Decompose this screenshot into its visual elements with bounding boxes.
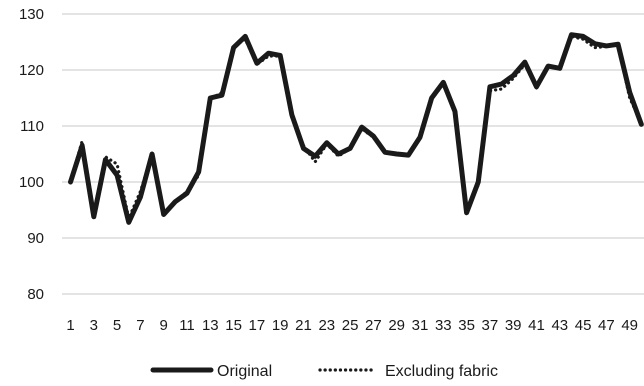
x-tick-label: 21: [295, 317, 312, 334]
x-tick-label: 25: [342, 317, 359, 334]
y-tick-label: 120: [19, 62, 44, 79]
x-tick-label: 13: [202, 317, 219, 334]
x-tick-label: 47: [598, 317, 615, 334]
x-tick-label: 3: [90, 317, 98, 334]
x-tick-label: 33: [435, 317, 452, 334]
x-tick-label: 41: [528, 317, 545, 334]
x-tick-label: 19: [272, 317, 289, 334]
y-tick-label: 90: [27, 230, 44, 247]
x-tick-label: 23: [318, 317, 335, 334]
legend-label: Original: [217, 363, 272, 380]
y-tick-label: 110: [20, 118, 44, 135]
x-tick-label: 45: [575, 317, 592, 334]
y-tick-label: 80: [27, 286, 44, 303]
x-tick-label: 35: [458, 317, 475, 334]
legend-item: Excluding fabric: [318, 363, 498, 380]
x-tick-label: 29: [388, 317, 405, 334]
x-tick-label: 9: [160, 317, 168, 334]
series-line-dotted: [68, 34, 643, 220]
legend-label: Excluding fabric: [385, 363, 498, 380]
gridlines: [62, 13, 644, 295]
legend-item: Original: [150, 363, 272, 380]
x-tick-label: 49: [621, 317, 638, 334]
x-axis-tick-labels: 1 3 5 7 9 11 13 15 17 19 21 23 25 27 29 31 33 35 37 39 41 43 4…: [66, 317, 638, 334]
legend: Original Excluding fabric: [150, 363, 498, 380]
y-tick-label: 100: [19, 174, 44, 191]
y-axis-tick-labels: 80 90 100 110 120 130: [19, 6, 44, 303]
x-tick-label: 15: [225, 317, 242, 334]
x-tick-label: 1: [66, 317, 74, 334]
x-tick-label: 5: [113, 317, 121, 334]
x-tick-label: 17: [249, 317, 266, 334]
x-tick-label: 37: [482, 317, 499, 334]
y-tick-label: 130: [19, 6, 44, 23]
x-tick-label: 7: [136, 317, 144, 334]
x-tick-label: 39: [505, 317, 522, 334]
series-line-solid: [68, 32, 644, 225]
series-lines: [68, 32, 644, 225]
x-tick-label: 27: [365, 317, 382, 334]
x-tick-label: 11: [179, 317, 195, 334]
x-tick-label: 31: [412, 317, 429, 334]
x-tick-label: 43: [551, 317, 568, 334]
